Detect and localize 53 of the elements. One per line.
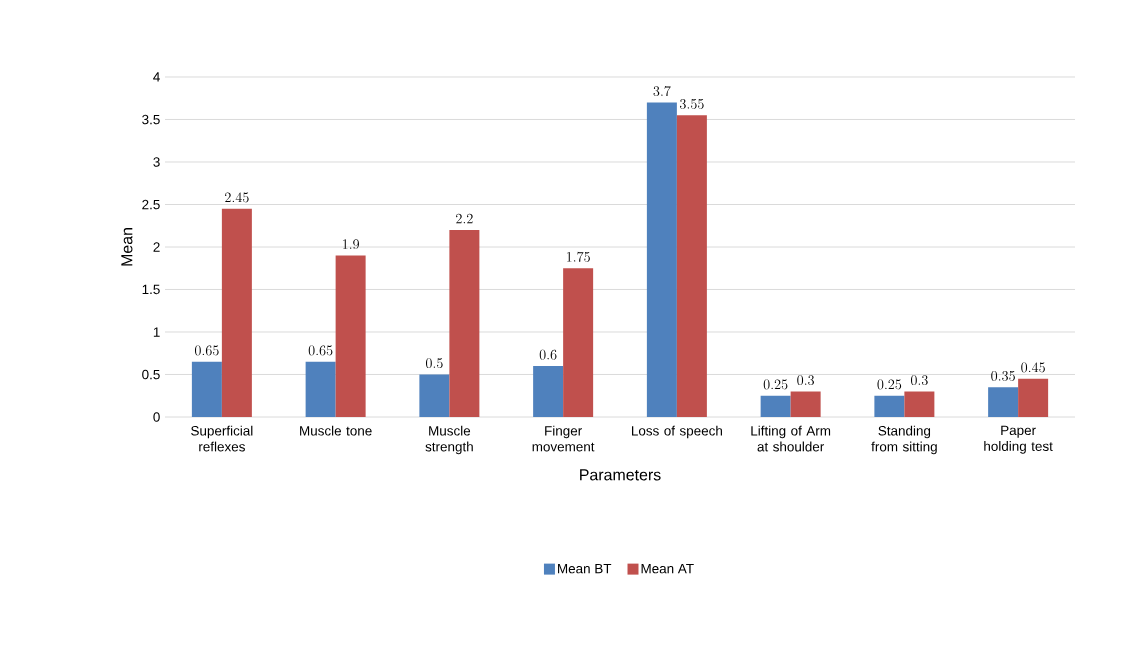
x-tick-label: Muscle strength (425, 425, 473, 455)
legend-label: Mean AT (641, 563, 694, 574)
x-axis-title: Parameters (580, 469, 661, 481)
bar (646, 102, 677, 417)
data-label: 1 .9 (342, 239, 359, 250)
y-tick-label: 1 (153, 327, 160, 337)
bar (676, 115, 707, 417)
y-tick-label: 2.5 (142, 199, 160, 210)
y-tick-label: 0 (153, 412, 160, 422)
data-label: 0.5 (426, 358, 443, 369)
bar (790, 391, 821, 417)
y-tick-label: 2 (153, 242, 160, 252)
y-axis-title: Mean (121, 228, 133, 266)
y-tick-label: 3 (153, 157, 160, 167)
bar (563, 268, 594, 417)
data-label: 0.3 (797, 375, 814, 386)
bar (221, 208, 252, 417)
x-tick-label: Lifting of Arm at shoulder (751, 425, 831, 452)
bar (760, 395, 791, 417)
bar (533, 366, 564, 417)
data-label: 0.45 (1021, 362, 1045, 373)
data-label: 1 .75 (566, 251, 590, 262)
data-label: 0.6 (539, 349, 557, 360)
x-tick-label: Muscle tone (300, 425, 372, 436)
bar (419, 374, 450, 417)
data-label: 3.55 (679, 99, 704, 109)
x-tick-label: Superficial reflexes (191, 425, 253, 452)
bar (449, 230, 480, 417)
x-tick-label: Finger movement (532, 425, 595, 452)
bar (191, 361, 222, 417)
bar (874, 395, 905, 417)
bar (335, 255, 366, 417)
y-tick-label: 1.5 (142, 284, 160, 295)
legend-label: Mean BT (558, 563, 612, 574)
bar (988, 387, 1019, 417)
bar (1018, 378, 1049, 417)
y-tick-label: 3.5 (142, 114, 160, 125)
y-tick-label: 0.5 (142, 369, 160, 380)
y-tick-label: 4 (153, 72, 160, 82)
data-label: 0.65 (308, 345, 333, 356)
data-label: 2.45 (225, 192, 249, 203)
x-tick-label: Paper holding test (984, 425, 1053, 454)
data-label: 0.35 (991, 371, 1015, 381)
data-label: 0.65 (194, 345, 219, 356)
bar (305, 361, 336, 417)
data-label: 0.25 (763, 379, 788, 390)
data-label: 2.2 (456, 213, 473, 224)
x-tick-label: Standing from sitting (871, 425, 937, 455)
data-label: 0.25 (877, 379, 902, 390)
bar (904, 391, 935, 417)
data-label: 0.3 (911, 375, 928, 386)
data-label: 3.7 (653, 86, 671, 97)
x-tick-label: Loss of speech (632, 425, 722, 439)
